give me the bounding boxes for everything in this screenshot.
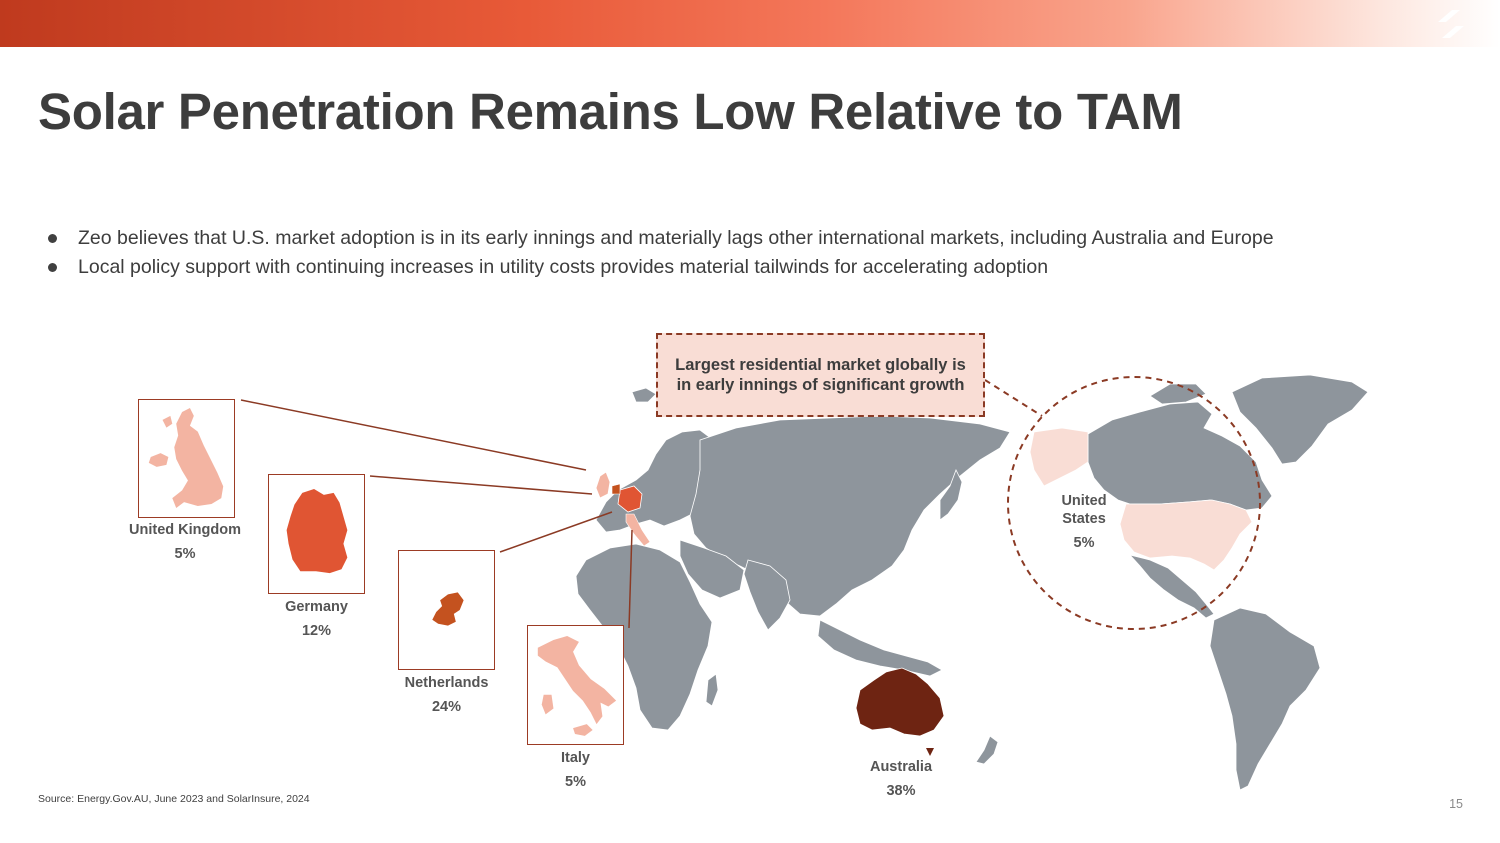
iceland-shape bbox=[631, 387, 657, 403]
canada-shape bbox=[1087, 401, 1273, 511]
japan-shape bbox=[939, 469, 963, 521]
page-number: 15 bbox=[1449, 797, 1463, 811]
uk-name: United Kingdom bbox=[129, 522, 241, 538]
italy-penetration: 5% bbox=[565, 774, 586, 790]
us-penetration: 5% bbox=[1073, 535, 1095, 551]
uk-map-icon bbox=[148, 408, 224, 508]
greenland-shape bbox=[1231, 374, 1369, 465]
netherlands-connector-line bbox=[499, 511, 613, 553]
italy-name: Italy bbox=[560, 750, 590, 766]
italy-connector-line bbox=[628, 529, 633, 629]
map-alaska-highlight bbox=[1029, 427, 1089, 487]
callout-connector bbox=[984, 379, 1043, 417]
map-australia-highlight bbox=[855, 667, 945, 737]
india-shape bbox=[743, 559, 791, 631]
us-name-line1: United bbox=[1061, 493, 1107, 509]
netherlands-name: Netherlands bbox=[404, 675, 489, 691]
us-highlight-circle bbox=[1007, 376, 1261, 630]
us-label: United States 5% bbox=[1044, 492, 1124, 552]
bullet-item: Local policy support with continuing inc… bbox=[46, 253, 1274, 282]
map-usa-highlight bbox=[1119, 499, 1253, 571]
bullet-dot-icon bbox=[48, 263, 57, 272]
netherlands-map-icon bbox=[432, 592, 464, 626]
bullet-dot-icon bbox=[48, 234, 57, 243]
mexico-shape bbox=[1128, 554, 1215, 619]
germany-map-icon bbox=[286, 488, 348, 574]
netherlands-inset bbox=[398, 550, 495, 670]
uk-label: United Kingdom 5% bbox=[128, 518, 242, 566]
new-zealand-shape bbox=[975, 735, 999, 765]
bullet-item: Zeo believes that U.S. market adoption i… bbox=[46, 224, 1274, 253]
netherlands-label: Netherlands 24% bbox=[398, 671, 495, 719]
germany-connector-line bbox=[369, 475, 593, 495]
italy-map-icon bbox=[537, 636, 617, 736]
bullet-list: Zeo believes that U.S. market adoption i… bbox=[46, 224, 1274, 282]
bullet-text: Local policy support with continuing inc… bbox=[78, 256, 1049, 278]
uk-connector-line bbox=[240, 399, 587, 471]
map-tasmania-highlight bbox=[926, 748, 934, 756]
germany-penetration: 12% bbox=[301, 623, 332, 639]
us-name-line2: States bbox=[1062, 511, 1106, 527]
australia-penetration: 38% bbox=[886, 783, 916, 799]
slide-title: Solar Penetration Remains Low Relative t… bbox=[38, 83, 1183, 140]
germany-name: Germany bbox=[285, 599, 348, 615]
map-germany-highlight bbox=[617, 485, 643, 513]
arctic-islands-shape bbox=[1149, 383, 1207, 405]
source-note: Source: Energy.Gov.AU, June 2023 and Sol… bbox=[38, 793, 310, 805]
africa-shape bbox=[575, 543, 713, 731]
bullet-text: Zeo believes that U.S. market adoption i… bbox=[78, 227, 1274, 249]
uk-penetration: 5% bbox=[174, 546, 196, 562]
australia-name: Australia bbox=[869, 759, 933, 775]
italy-label: Italy 5% bbox=[527, 746, 624, 794]
map-netherlands-highlight bbox=[611, 483, 621, 495]
netherlands-penetration: 24% bbox=[431, 699, 462, 715]
germany-inset bbox=[268, 474, 365, 594]
uk-inset bbox=[138, 399, 235, 518]
map-uk-highlight bbox=[595, 471, 611, 499]
zeo-slash-logo-icon bbox=[1438, 10, 1464, 38]
germany-label: Germany 12% bbox=[268, 595, 365, 643]
south-america-shape bbox=[1209, 607, 1321, 791]
middle-east-shape bbox=[679, 539, 745, 599]
italy-inset bbox=[527, 625, 624, 745]
madagascar-shape bbox=[705, 673, 719, 707]
southeast-asia-shape bbox=[817, 619, 943, 677]
callout-box: Largest residential market globally is i… bbox=[656, 333, 985, 417]
map-italy-highlight bbox=[625, 513, 651, 547]
header-gradient-bar bbox=[0, 0, 1500, 47]
australia-label: Australia 38% bbox=[851, 755, 951, 803]
